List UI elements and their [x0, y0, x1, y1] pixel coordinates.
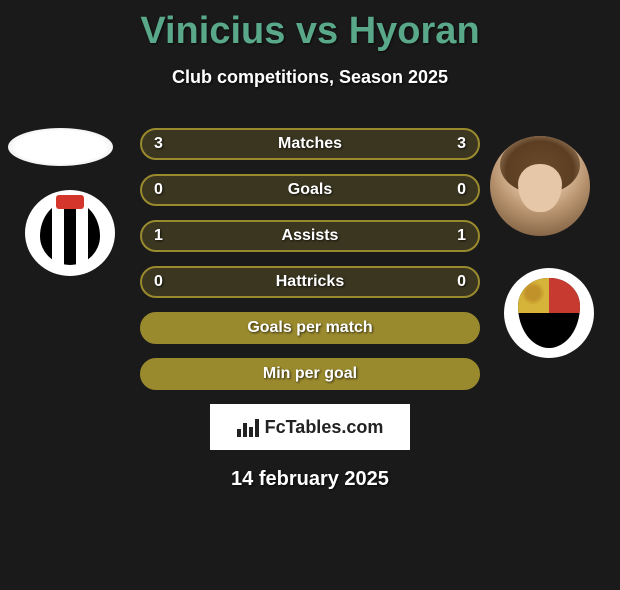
stat-row-goals-per-match: Goals per match: [140, 312, 480, 344]
page-title: Vinicius vs Hyoran: [0, 10, 620, 53]
player-right-photo: [490, 136, 590, 236]
stat-left-value: 3: [154, 135, 163, 153]
stat-label: Matches: [278, 135, 342, 153]
stat-row-goals: 0 Goals 0: [140, 174, 480, 206]
stat-label: Min per goal: [263, 365, 357, 383]
stat-label: Goals per match: [247, 319, 372, 337]
subtitle: Club competitions, Season 2025: [0, 67, 620, 88]
stat-right-value: 3: [457, 135, 466, 153]
branding-text: FcTables.com: [265, 417, 384, 438]
player-left-photo: [8, 128, 113, 166]
stat-row-hattricks: 0 Hattricks 0: [140, 266, 480, 298]
date-text: 14 february 2025: [0, 468, 620, 491]
branding-chart-icon: [237, 417, 259, 437]
stat-left-value: 0: [154, 181, 163, 199]
stat-label: Goals: [288, 181, 332, 199]
club-right-badge: [504, 268, 594, 358]
stat-label: Assists: [282, 227, 339, 245]
branding-box: FcTables.com: [210, 404, 410, 450]
stat-row-matches: 3 Matches 3: [140, 128, 480, 160]
stat-right-value: 0: [457, 273, 466, 291]
stat-right-value: 1: [457, 227, 466, 245]
club-left-shield-icon: [40, 201, 100, 265]
stat-row-assists: 1 Assists 1: [140, 220, 480, 252]
stat-row-min-per-goal: Min per goal: [140, 358, 480, 390]
stat-left-value: 1: [154, 227, 163, 245]
stats-container: 3 Matches 3 0 Goals 0 1 Assists 1 0 Hatt…: [140, 128, 480, 390]
stat-label: Hattricks: [276, 273, 344, 291]
stat-left-value: 0: [154, 273, 163, 291]
stat-right-value: 0: [457, 181, 466, 199]
club-left-badge: [25, 190, 115, 276]
club-right-shield-icon: [518, 278, 580, 348]
